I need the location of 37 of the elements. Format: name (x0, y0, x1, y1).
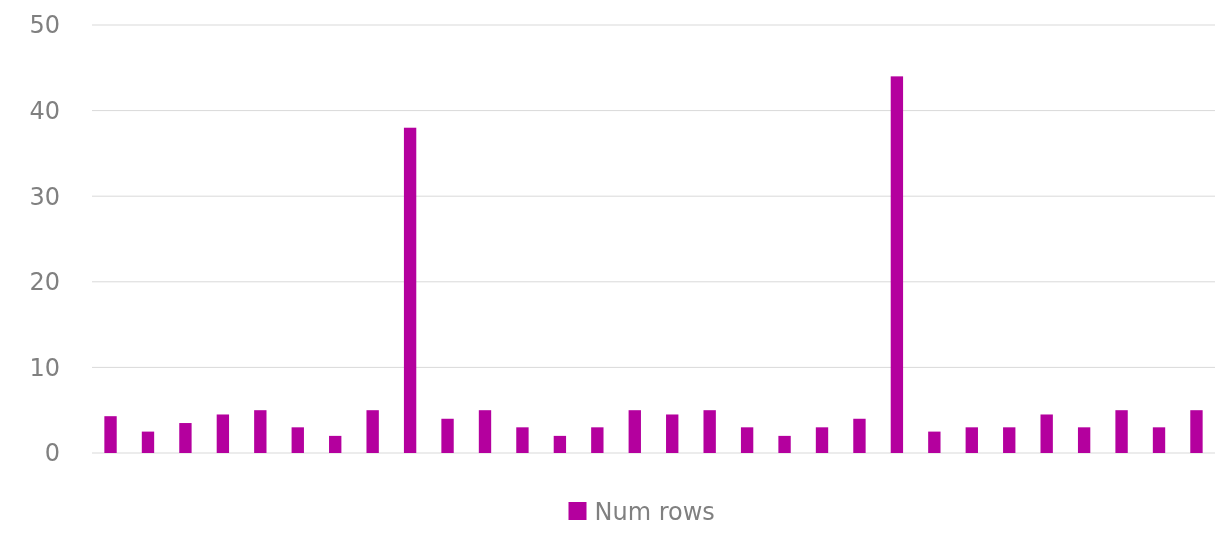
bar (1077, 427, 1091, 453)
y-tick-label: 0 (44, 439, 60, 468)
bar (141, 431, 155, 453)
bar (853, 418, 866, 453)
y-tick-label: 30 (29, 182, 60, 211)
bar (965, 427, 978, 453)
bar (516, 427, 529, 453)
bar (591, 427, 604, 453)
bar (1003, 427, 1016, 453)
bar (441, 418, 454, 453)
bar (478, 410, 492, 453)
bar (216, 414, 230, 453)
bar (104, 416, 117, 453)
bar (1152, 427, 1166, 453)
bar (1190, 410, 1203, 453)
bar (553, 435, 567, 453)
bar (1115, 410, 1128, 453)
bar (366, 410, 379, 453)
bar (815, 427, 829, 453)
legend-label: Num rows (594, 498, 715, 526)
bar (890, 76, 904, 453)
bar (666, 414, 679, 453)
bar (628, 410, 641, 453)
bar (329, 435, 342, 453)
bar (703, 410, 716, 453)
bar (179, 423, 192, 453)
y-tick-label: 10 (29, 353, 60, 382)
bar (928, 431, 941, 453)
bar (740, 427, 754, 453)
y-tick-label: 20 (29, 268, 60, 297)
bar (254, 410, 267, 453)
bar (778, 435, 791, 453)
bar (291, 427, 304, 453)
bar (403, 127, 417, 453)
y-tick-label: 40 (29, 97, 60, 125)
bar (1040, 414, 1053, 453)
y-tick-label: 50 (29, 11, 60, 40)
